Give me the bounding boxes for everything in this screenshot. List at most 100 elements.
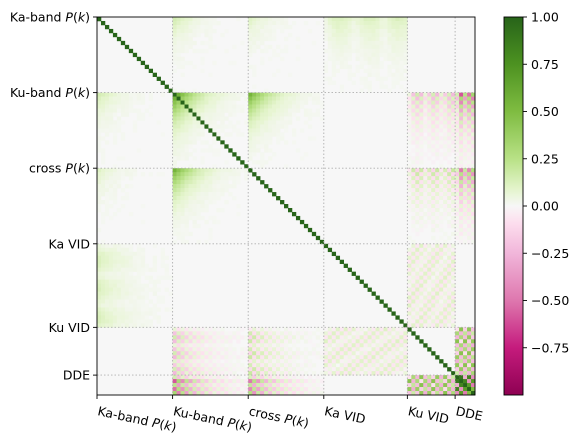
heatmap-cell xyxy=(104,184,110,189)
heatmap-cell xyxy=(375,56,380,62)
heatmap-cell xyxy=(252,148,257,153)
heatmap-cell xyxy=(407,128,412,133)
heatmap-cell xyxy=(180,211,185,217)
heatmap-cell xyxy=(367,28,372,34)
heatmap-cell xyxy=(188,17,193,22)
heatmap-cell xyxy=(224,188,229,193)
heatmap-cell xyxy=(268,32,273,38)
heatmap-cell xyxy=(220,375,225,380)
heatmap-cell xyxy=(303,355,309,360)
heatmap-cell xyxy=(188,347,193,352)
heatmap-cell xyxy=(172,215,177,221)
heatmap-cell xyxy=(347,40,352,46)
heatmap-cell xyxy=(260,56,265,62)
heatmap-cell xyxy=(276,20,281,26)
heatmap-cell xyxy=(144,295,150,300)
heatmap-cell xyxy=(431,132,436,137)
heatmap-cell xyxy=(319,387,325,392)
heatmap-cell xyxy=(315,92,321,97)
heatmap-cell xyxy=(284,104,289,109)
heatmap-cell xyxy=(343,32,348,38)
heatmap-cell xyxy=(184,17,189,22)
heatmap-cell xyxy=(359,48,364,54)
heatmap-cell xyxy=(192,92,197,97)
heatmap-cell xyxy=(399,319,404,324)
heatmap-cell xyxy=(291,371,297,376)
heatmap-cell xyxy=(272,347,277,352)
heatmap-cell xyxy=(188,96,193,101)
heatmap-cell xyxy=(351,347,356,352)
heatmap-cell xyxy=(216,124,221,129)
heatmap-cell xyxy=(260,128,265,133)
heatmap-cell xyxy=(200,48,205,54)
heatmap-cell xyxy=(375,371,380,376)
heatmap-cell xyxy=(399,36,404,42)
heatmap-cell xyxy=(331,48,337,54)
heatmap-cell xyxy=(136,319,142,324)
heatmap-cell xyxy=(256,96,261,101)
heatmap-cell xyxy=(240,92,245,97)
heatmap-cell xyxy=(435,299,440,304)
heatmap-cell xyxy=(180,28,185,34)
heatmap-cell xyxy=(415,263,420,268)
heatmap-cell xyxy=(359,363,364,368)
heatmap-cell xyxy=(252,383,257,388)
heatmap-cell xyxy=(347,72,352,77)
heatmap-cell xyxy=(471,335,476,340)
heatmap-cell xyxy=(224,351,229,356)
heatmap-cell xyxy=(128,100,134,105)
heatmap-cell xyxy=(359,36,364,42)
heatmap-cell xyxy=(355,44,360,50)
heatmap-cell xyxy=(124,283,130,288)
heatmap-cell xyxy=(463,343,468,348)
heatmap-cell xyxy=(172,192,177,197)
heatmap-cell xyxy=(359,56,364,62)
heatmap-cell xyxy=(467,184,472,189)
heatmap-cell xyxy=(443,120,448,125)
heatmap-cell xyxy=(447,247,452,253)
heatmap-cell xyxy=(256,387,261,392)
heatmap-cell xyxy=(403,339,408,344)
heatmap-cell xyxy=(97,92,102,97)
heatmap-cell xyxy=(463,215,468,221)
heatmap-cell xyxy=(463,387,468,392)
heatmap-cell xyxy=(447,275,452,280)
heatmap-cell xyxy=(363,327,368,332)
heatmap-cell xyxy=(407,108,412,113)
heatmap-cell xyxy=(427,136,432,141)
heatmap-cell xyxy=(232,152,237,157)
heatmap-cell xyxy=(268,347,273,352)
heatmap-cell xyxy=(192,108,197,113)
heatmap-cell xyxy=(232,168,237,173)
heatmap-cell xyxy=(172,60,177,66)
heatmap-cell xyxy=(455,132,460,137)
heatmap-cell xyxy=(411,104,416,109)
heatmap-cell xyxy=(447,319,452,324)
heatmap-cell xyxy=(208,20,213,26)
heatmap-cell xyxy=(403,327,408,332)
heatmap-cell xyxy=(268,108,273,113)
heatmap-cell xyxy=(120,319,126,324)
heatmap-cell xyxy=(295,383,301,388)
heatmap-cell xyxy=(431,255,436,261)
heatmap-cell xyxy=(284,36,289,42)
heatmap-cell xyxy=(196,120,201,125)
heatmap-cell xyxy=(232,176,237,181)
heatmap-cell xyxy=(200,207,205,213)
heatmap-cell xyxy=(463,96,468,101)
heatmap-cell xyxy=(435,271,440,276)
heatmap-cell xyxy=(204,327,209,332)
heatmap-cell xyxy=(455,343,460,348)
heatmap-cell xyxy=(459,120,464,125)
heatmap-cell xyxy=(236,359,241,364)
heatmap-cell xyxy=(323,363,329,368)
heatmap-cell xyxy=(248,148,253,153)
heatmap-cell xyxy=(463,180,468,185)
heatmap-cell xyxy=(407,307,412,312)
heatmap-cell xyxy=(443,379,448,384)
heatmap-cell xyxy=(184,148,189,153)
heatmap-cell xyxy=(419,200,424,205)
heatmap-cell xyxy=(208,124,213,129)
heatmap-cell xyxy=(427,275,432,280)
heatmap-cell xyxy=(459,112,464,117)
